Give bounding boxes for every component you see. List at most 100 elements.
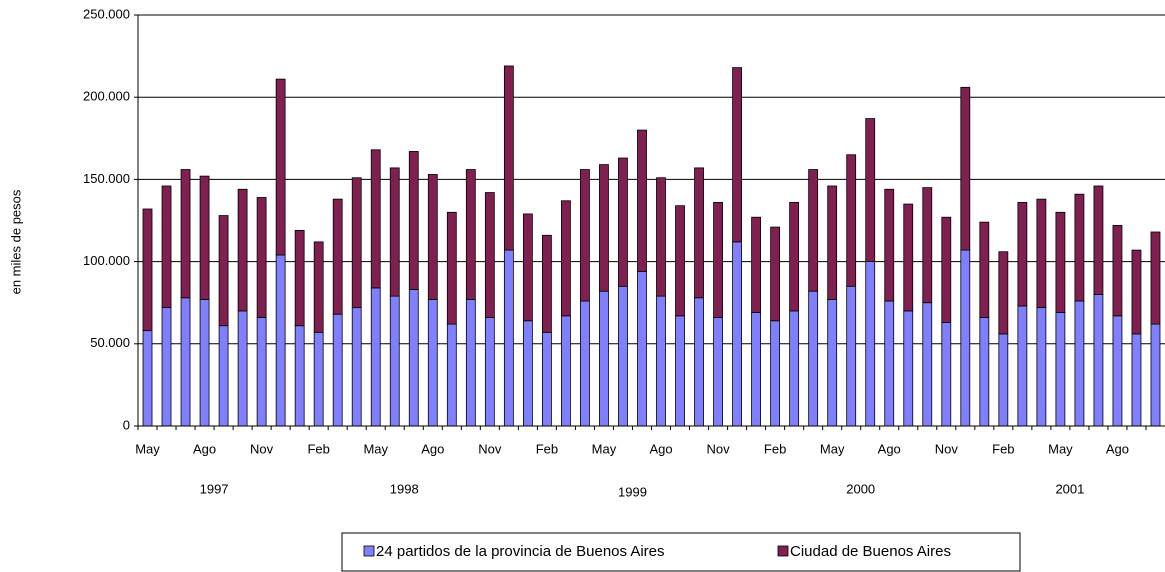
- bar-segment: [522, 320, 533, 427]
- bar-segment: [846, 285, 857, 427]
- x-tick-label: May: [592, 441, 617, 456]
- bar-segment: [979, 221, 990, 318]
- y-axis-label: en miles de pesos: [8, 189, 23, 294]
- bar-segment: [960, 86, 971, 251]
- legend-swatch: [777, 545, 789, 557]
- legend-label: Ciudad de Buenos Aires: [790, 543, 951, 560]
- x-tick-label: May: [1048, 441, 1073, 456]
- bar-segment: [161, 185, 172, 309]
- bar-segment: [1074, 193, 1085, 302]
- x-tick-label: Ago: [1106, 441, 1129, 456]
- bar-segment: [789, 310, 800, 427]
- x-tick-label: Nov: [478, 441, 502, 456]
- year-label: 2000: [846, 481, 875, 496]
- bar-segment: [770, 320, 781, 427]
- bar-segment: [180, 169, 191, 299]
- bar-segment: [1017, 305, 1028, 427]
- bar-segment: [541, 331, 552, 427]
- bar-segment: [922, 302, 933, 427]
- bar-segment: [1131, 333, 1142, 427]
- bar-segment: [827, 185, 838, 300]
- bar-segment: [1055, 211, 1066, 313]
- bar-segment: [503, 65, 514, 251]
- bar-segment: [332, 313, 343, 427]
- x-tick-label: May: [363, 441, 388, 456]
- bar-segment: [865, 261, 876, 427]
- bar-segment: [1074, 300, 1085, 427]
- bar-segment: [427, 174, 438, 300]
- bar-segment: [370, 287, 381, 427]
- bar-segment: [1131, 249, 1142, 335]
- bar-segment: [332, 198, 343, 315]
- x-tick-label: Ago: [193, 441, 216, 456]
- legend-label: 24 partidos de la provincia de Buenos Ai…: [376, 543, 665, 560]
- year-label: 2001: [1055, 481, 1084, 496]
- bar-segment: [846, 154, 857, 287]
- bar-segment: [865, 118, 876, 262]
- bar-segment: [732, 67, 742, 243]
- bar-segment: [960, 249, 971, 427]
- bar-segment: [713, 202, 723, 318]
- bar-segment: [694, 167, 704, 299]
- y-tick-label: 150.000: [83, 171, 130, 186]
- bar-segment: [237, 310, 248, 427]
- bar-segment: [199, 175, 210, 300]
- bar-segment: [1112, 225, 1123, 317]
- bar-segment: [522, 213, 533, 322]
- bar-segment: [903, 203, 914, 312]
- bar-segment: [884, 188, 895, 302]
- bar-segment: [979, 317, 990, 427]
- bar-segment: [313, 241, 324, 333]
- bar-segment: [408, 289, 419, 427]
- bar-segment: [161, 307, 172, 427]
- bar-segment: [389, 295, 400, 427]
- bar-segment: [656, 177, 666, 297]
- bar-segment: [370, 149, 381, 289]
- bar-segment: [580, 169, 590, 302]
- bar-segment: [751, 216, 762, 313]
- bar-segment: [561, 200, 571, 317]
- bar-segment: [694, 297, 704, 427]
- bar-segment: [618, 285, 628, 427]
- bar-segment: [884, 300, 895, 427]
- bar-segment: [275, 254, 286, 427]
- year-label: 1999: [618, 484, 647, 499]
- bar-segment: [408, 151, 419, 290]
- bar-segment: [675, 205, 685, 317]
- bar-segment: [675, 315, 685, 427]
- bar-segment: [1150, 323, 1161, 427]
- x-tick-label: Ago: [649, 441, 672, 456]
- bar-segment: [1093, 185, 1104, 295]
- bar-segment: [465, 299, 476, 427]
- bar-segment: [427, 299, 438, 427]
- x-tick-label: Feb: [764, 441, 786, 456]
- bar-segment: [637, 271, 647, 427]
- bar-segment: [218, 325, 229, 427]
- y-tick-label: 250.000: [83, 6, 130, 21]
- y-tick-label: 0: [123, 417, 130, 432]
- y-tick-label: 50.000: [90, 335, 130, 350]
- bar-segment: [618, 157, 628, 287]
- bar-segment: [294, 229, 305, 327]
- bar-segment: [1093, 294, 1104, 427]
- bar-segment: [580, 300, 590, 427]
- bar-segment: [313, 331, 324, 427]
- bar-segment: [351, 307, 362, 427]
- bar-segment: [446, 323, 457, 427]
- bar-segment: [599, 164, 609, 292]
- bar-segment: [751, 312, 762, 427]
- bar-segment: [484, 192, 495, 318]
- bar-segment: [1036, 307, 1047, 427]
- bar-segment: [503, 249, 514, 427]
- bar-segment: [541, 234, 552, 333]
- bar-segment: [180, 297, 191, 427]
- x-tick-label: Feb: [307, 441, 329, 456]
- bar-segment: [199, 299, 210, 427]
- bar-segment: [808, 290, 819, 427]
- x-tick-label: Nov: [935, 441, 959, 456]
- x-tick-label: May: [135, 441, 160, 456]
- x-tick-label: Feb: [536, 441, 558, 456]
- bar-segment: [827, 299, 838, 427]
- bar-segment: [142, 330, 153, 427]
